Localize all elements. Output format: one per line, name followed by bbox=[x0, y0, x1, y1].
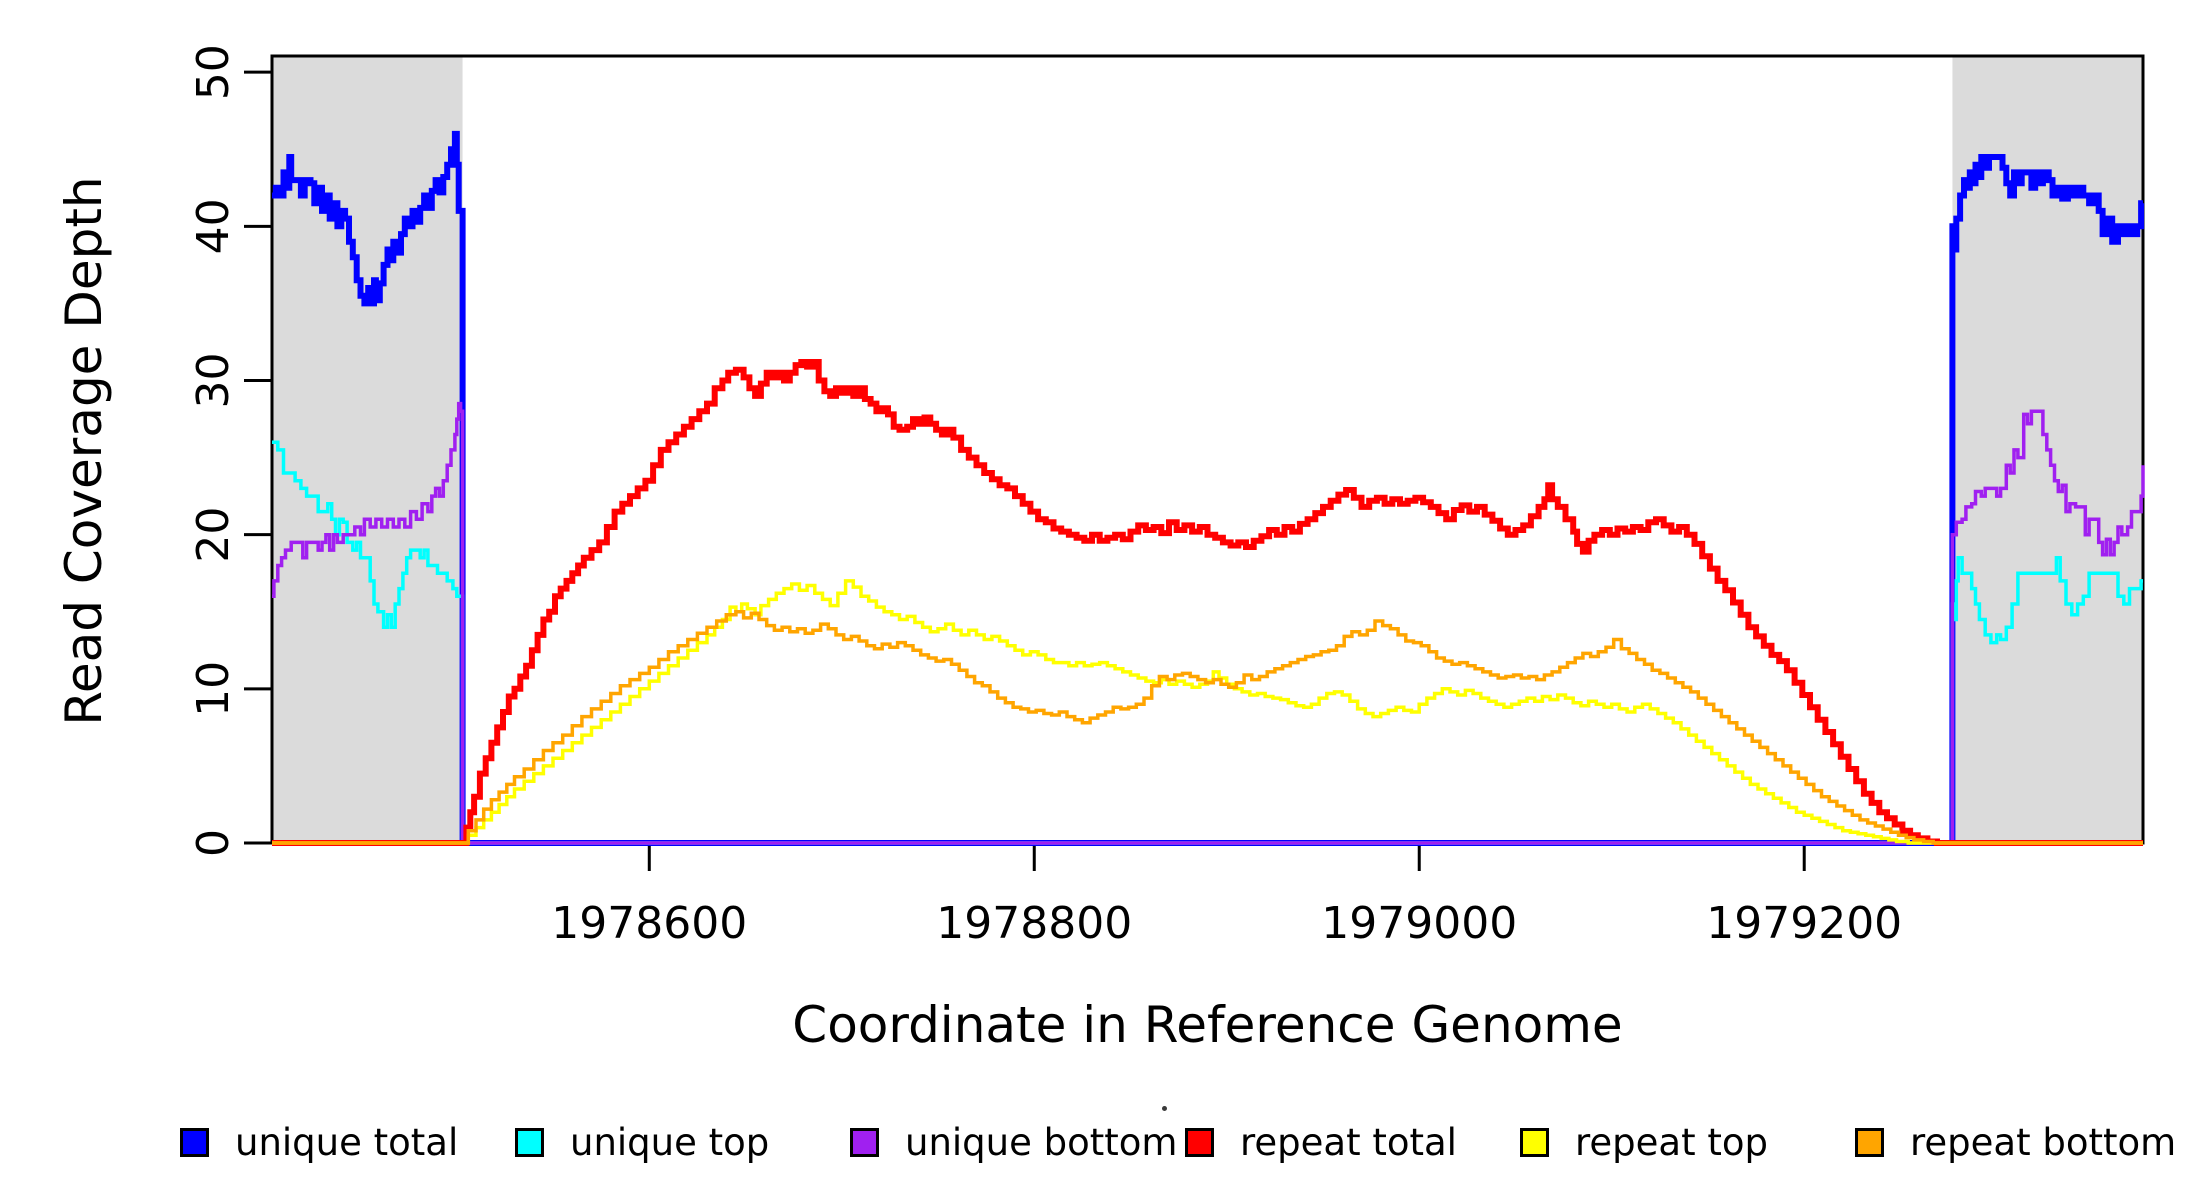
series-repeat-total bbox=[272, 359, 2143, 846]
legend-label: repeat bottom bbox=[1910, 1121, 2177, 1164]
legend-item-unique-top: unique top bbox=[515, 1121, 769, 1164]
x-tick-label: 1979200 bbox=[1706, 898, 1902, 949]
series-unique-bottom bbox=[272, 401, 2145, 845]
legend-item-repeat-bottom: repeat bottom bbox=[1855, 1121, 2176, 1164]
legend-swatch-unique-top bbox=[515, 1128, 544, 1157]
legend-label: repeat top bbox=[1575, 1121, 1768, 1164]
x-tick-label: 1978800 bbox=[936, 898, 1132, 949]
legend-label: unique top bbox=[570, 1121, 770, 1164]
legend-dot-artifact bbox=[1162, 1106, 1167, 1111]
legend-swatch-unique-bottom bbox=[850, 1128, 879, 1157]
y-tick-label: 0 bbox=[188, 829, 239, 857]
legend-item-repeat-total: repeat total bbox=[1185, 1121, 1457, 1164]
y-tick-label: 50 bbox=[188, 44, 239, 100]
x-tick-label: 1978600 bbox=[551, 898, 747, 949]
shaded-region-left bbox=[272, 56, 463, 843]
x-tick-label: 1979000 bbox=[1321, 898, 1517, 949]
legend-swatch-repeat-top bbox=[1520, 1128, 1549, 1157]
legend-item-unique-total: unique total bbox=[180, 1121, 458, 1164]
x-axis-title: Coordinate in Reference Genome bbox=[792, 996, 1623, 1054]
legend-label: repeat total bbox=[1240, 1121, 1457, 1164]
legend-label: unique total bbox=[235, 1121, 459, 1164]
legend-swatch-unique-total bbox=[180, 1128, 209, 1157]
legend-swatch-repeat-bottom bbox=[1855, 1128, 1884, 1157]
series-group bbox=[272, 130, 2145, 846]
series-unique-total bbox=[272, 130, 2145, 846]
y-tick-label: 30 bbox=[188, 353, 239, 409]
series-repeat-top bbox=[272, 579, 2143, 845]
legend-item-repeat-top: repeat top bbox=[1520, 1121, 1768, 1164]
y-tick-label: 20 bbox=[188, 507, 239, 563]
y-tick-label: 40 bbox=[188, 198, 239, 254]
legend-item-unique-bottom: unique bottom bbox=[850, 1121, 1177, 1164]
series-unique-top bbox=[272, 440, 2143, 845]
series-repeat-bottom bbox=[272, 610, 2143, 845]
legend-swatch-repeat-total bbox=[1185, 1128, 1214, 1157]
y-axis-title: Read Coverage Depth bbox=[55, 176, 113, 726]
plot-box bbox=[270, 54, 2145, 845]
legend-label: unique bottom bbox=[905, 1121, 1178, 1164]
y-tick-label: 10 bbox=[188, 661, 239, 717]
